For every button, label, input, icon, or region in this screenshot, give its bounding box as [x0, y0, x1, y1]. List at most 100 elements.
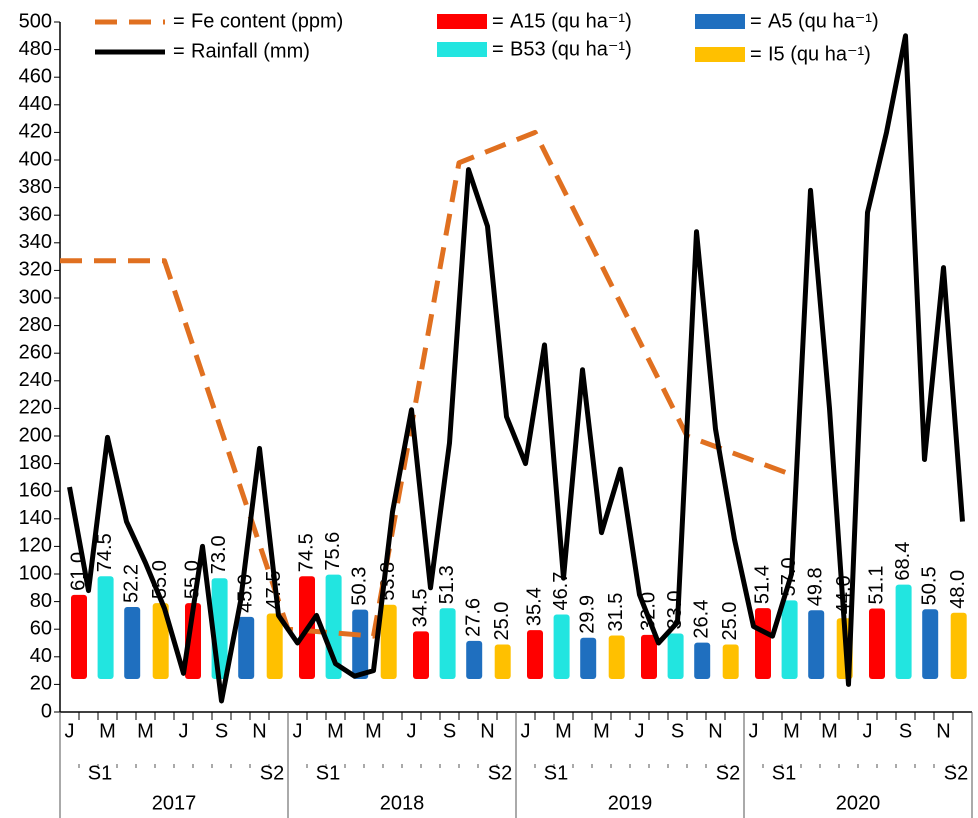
y-tick-label: 280: [19, 314, 52, 336]
y-tick-label: 340: [19, 231, 52, 253]
bar: [781, 600, 798, 679]
value-label: 50.3: [348, 567, 370, 606]
x-tick-label: J: [179, 720, 189, 742]
bar: [580, 637, 597, 679]
y-tick-label: 320: [19, 259, 52, 281]
value-label: 74.5: [295, 533, 317, 572]
x-tick-label: N: [936, 720, 950, 742]
bar: [895, 584, 912, 679]
y-tick-label: 400: [19, 148, 52, 170]
value-label: 51.1: [865, 566, 887, 605]
value-label: 25.0: [491, 602, 513, 641]
season-label: S2: [716, 762, 740, 784]
value-label: 29.9: [576, 595, 598, 634]
y-tick-label: 60: [30, 617, 52, 639]
y-tick-label: 40: [30, 645, 52, 667]
season-label: S2: [488, 762, 512, 784]
year-label: 2020: [836, 792, 881, 814]
x-tick-label: J: [293, 720, 303, 742]
y-tick-label: 80: [30, 590, 52, 612]
y-tick-label: 240: [19, 369, 52, 391]
legend-swatch: [437, 14, 487, 29]
year-label: 2017: [152, 792, 197, 814]
legend-marker: =: [492, 10, 504, 32]
value-label: 51.4: [751, 565, 773, 604]
bar: [97, 576, 114, 679]
y-tick-label: 360: [19, 203, 52, 225]
x-tick-label: J: [863, 720, 873, 742]
x-tick-label: S: [671, 720, 684, 742]
y-tick-label: 140: [19, 507, 52, 529]
rainfall-line: [67, 33, 965, 704]
x-tick-label: J: [749, 720, 759, 742]
y-tick-label: 420: [19, 121, 52, 143]
value-label: 51.3: [436, 565, 458, 604]
year-label: 2018: [380, 792, 425, 814]
value-label: 75.6: [322, 532, 344, 571]
bar: [553, 614, 570, 679]
bar: [494, 644, 511, 679]
bar: [755, 608, 771, 679]
bar: [722, 644, 739, 679]
bar: [124, 606, 141, 679]
legend-swatch: [437, 42, 487, 57]
bar: [922, 609, 939, 679]
y-tick-label: 0: [41, 700, 52, 722]
legend-label: A5 (qu ha⁻¹): [768, 10, 879, 32]
y-tick-label: 20: [30, 673, 52, 695]
value-label: 73.0: [208, 535, 230, 574]
value-label: 34.5: [409, 588, 431, 627]
y-tick-label: 460: [19, 65, 52, 87]
bar: [694, 642, 711, 679]
y-tick-label: 220: [19, 397, 52, 419]
legend-swatch: [695, 47, 745, 62]
bar: [808, 610, 825, 679]
value-label: 26.4: [690, 600, 712, 639]
y-tick-label: 160: [19, 479, 52, 501]
season-label: S2: [944, 762, 968, 784]
bar: [71, 594, 87, 679]
value-label: 48.0: [947, 570, 969, 609]
x-tick-label: M: [365, 720, 382, 742]
legend-label: B53 (qu ha⁻¹): [510, 38, 632, 60]
value-label: 50.5: [918, 566, 940, 605]
y-tick-label: 120: [19, 535, 52, 557]
bar: [608, 635, 625, 679]
value-label: 25.0: [719, 602, 741, 641]
y-tick-label: 300: [19, 286, 52, 308]
legend-label: I5 (qu ha⁻¹): [768, 43, 871, 65]
x-tick-label: M: [327, 720, 344, 742]
bar: [413, 631, 429, 679]
bar: [527, 630, 543, 679]
bar: [439, 608, 456, 679]
x-tick-label: M: [137, 720, 154, 742]
x-tick-label: J: [65, 720, 75, 742]
season-label: S1: [88, 762, 112, 784]
value-label: 35.4: [523, 587, 545, 626]
season-label: S2: [260, 762, 284, 784]
x-tick-label: J: [635, 720, 645, 742]
x-tick-label: N: [708, 720, 722, 742]
y-tick-label: 500: [19, 10, 52, 32]
season-label: S1: [544, 762, 568, 784]
bar: [352, 609, 369, 679]
legend-marker: =: [492, 38, 504, 60]
bar: [869, 608, 885, 679]
legend-marker: =: [750, 43, 762, 65]
year-label: 2019: [608, 792, 653, 814]
x-tick-label: S: [215, 720, 228, 742]
bar: [380, 604, 397, 679]
y-tick-label: 380: [19, 176, 52, 198]
value-label: 52.2: [120, 564, 142, 603]
value-label: 68.4: [892, 542, 914, 581]
bar: [266, 613, 283, 679]
x-tick-label: M: [821, 720, 838, 742]
season-label: S1: [316, 762, 340, 784]
bar: [641, 634, 657, 679]
y-tick-label: 440: [19, 93, 52, 115]
value-label: 27.6: [462, 598, 484, 637]
legend-marker: =: [173, 40, 185, 62]
bar: [466, 640, 483, 679]
bar: [238, 616, 255, 679]
